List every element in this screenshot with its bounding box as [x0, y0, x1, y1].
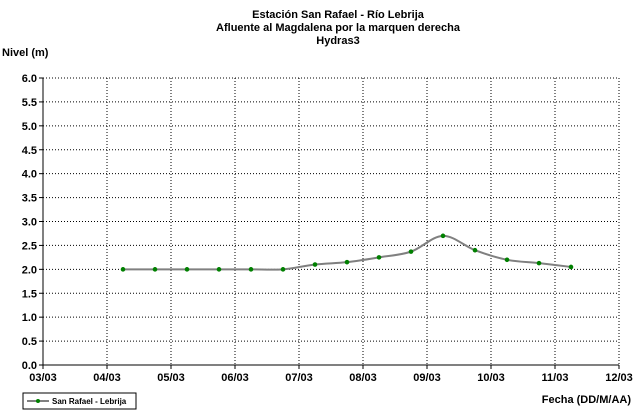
x-tick-label-5: 08/03: [349, 372, 377, 384]
y-tick-label-4: 2.0: [22, 264, 37, 276]
y-tick-label-7: 3.5: [22, 193, 37, 205]
data-point-0-7: [344, 259, 350, 265]
legend-box: [22, 392, 137, 410]
data-point-0-4: [248, 267, 254, 272]
legend: San Rafael - Lebrija: [22, 392, 137, 410]
x-axis-label: Fecha (DD/M/AA): [542, 394, 632, 406]
y-tick-label-1: 0.5: [22, 336, 37, 348]
data-point-0-13: [536, 260, 542, 266]
data-point-0-2: [184, 267, 190, 272]
data-point-0-8: [376, 255, 382, 260]
axes: [39, 77, 620, 369]
data-point-0-5: [280, 267, 286, 272]
legend-entry-label: San Rafael - Lebrija: [52, 397, 127, 406]
y-tick-label-3: 1.5: [22, 288, 37, 300]
chart-title-line-3: Hydras3: [316, 35, 359, 47]
x-tick-label-7: 10/03: [477, 372, 505, 384]
data-point-0-6: [312, 262, 318, 267]
data-point-0-10: [440, 233, 446, 239]
chart-title-line-2: Afluente al Magdalena por la marquen der…: [216, 22, 461, 34]
chart-title-line-1: Estación San Rafael - Río Lebrija: [252, 9, 425, 21]
data-point-0-12: [504, 257, 510, 263]
x-tick-label-6: 09/03: [413, 372, 441, 384]
x-tick-label-3: 06/03: [221, 372, 249, 384]
y-tick-label-5: 2.5: [22, 240, 37, 252]
gridlines: [43, 77, 620, 365]
y-tick-label-10: 5.0: [22, 121, 37, 133]
x-tick-label-8: 11/03: [542, 372, 569, 384]
x-tick-label-0: 03/03: [29, 372, 57, 384]
x-tick-label-9: 12/03: [605, 372, 633, 384]
y-tick-label-6: 3.0: [22, 217, 37, 229]
series: [120, 233, 574, 272]
y-tick-label-12: 6.0: [22, 73, 37, 85]
y-tick-label-8: 4.0: [22, 169, 37, 181]
y-axis-label: Nivel (m): [2, 47, 49, 59]
data-point-0-1: [152, 267, 158, 272]
y-tick-label-9: 4.5: [22, 145, 37, 157]
y-tick-label-2: 1.0: [22, 312, 37, 324]
x-tick-label-4: 07/03: [285, 372, 313, 384]
legend-marker-swatch: [36, 399, 40, 403]
data-point-0-9: [408, 249, 414, 254]
x-tick-label-2: 05/03: [157, 372, 185, 384]
chart-title: Estación San Rafael - Río Lebrija Afluen…: [216, 9, 461, 47]
data-point-0-11: [472, 247, 478, 253]
y-tick-label-0: 0.0: [22, 360, 37, 372]
x-tick-labels: 03/03 04/03 05/03 06/03 07/03 08/03 09/03 10/03…: [29, 372, 633, 384]
data-point-0-14: [568, 264, 574, 270]
y-tick-labels: 0.0 0.5 1.0 1.5 2.0 2.5 3.0 3.5 4.0 4.5 5.0 5.5 6.0: [22, 73, 37, 372]
data-point-0-0: [120, 267, 126, 272]
y-tick-label-11: 5.5: [22, 97, 37, 109]
data-point-0-3: [216, 267, 222, 272]
x-tick-label-1: 04/03: [93, 372, 121, 384]
